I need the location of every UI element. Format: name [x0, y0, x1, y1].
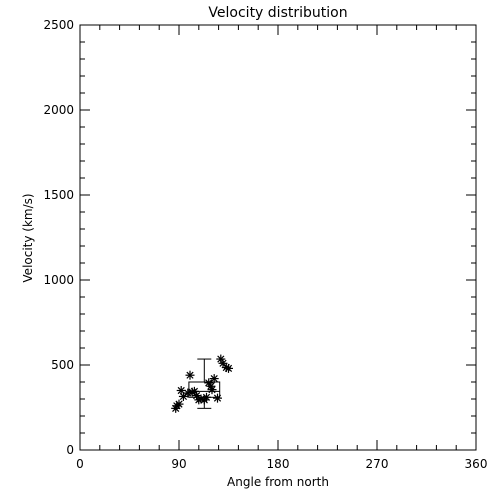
data-point-stroke: [208, 386, 216, 394]
data-point: [174, 399, 184, 409]
y-tick-label: 1000: [43, 273, 74, 287]
data-point-stroke: [177, 386, 185, 395]
y-tick-label: 2500: [43, 18, 74, 32]
y-tick-label: 0: [66, 443, 74, 457]
x-tick-label: 270: [366, 457, 389, 471]
data-point-stroke: [217, 355, 225, 363]
data-point-stroke: [205, 379, 213, 387]
data-point: [189, 386, 199, 396]
plot-frame: [79, 24, 477, 451]
data-point: [178, 391, 188, 401]
y-tick-label: 2000: [43, 103, 74, 117]
data-points: [171, 354, 233, 413]
y-tick-label: 1500: [43, 188, 74, 202]
data-point-stroke: [207, 382, 215, 390]
data-point-stroke: [202, 393, 211, 401]
x-tick-label: 0: [76, 457, 84, 471]
data-point: [202, 392, 211, 402]
data-point-stroke: [179, 392, 188, 401]
data-point: [185, 370, 195, 380]
data-point: [216, 354, 226, 364]
x-axis-label: Angle from north: [227, 475, 329, 489]
x-tick-label: 90: [171, 457, 186, 471]
data-point-stroke: [224, 364, 233, 373]
axis-ticks: 0 90 180 270 360 0 500 1000 1500 2000 2500: [43, 18, 487, 471]
data-point-stroke: [186, 371, 194, 379]
data-point: [207, 385, 217, 395]
y-tick-label: 500: [51, 358, 74, 372]
data-point-stroke: [210, 374, 218, 383]
x-tick-label: 180: [267, 457, 290, 471]
data-point-stroke: [219, 359, 227, 367]
data-point: [224, 363, 233, 373]
y-axis-label: Velocity (km/s): [21, 193, 35, 282]
data-point-stroke: [192, 391, 201, 400]
x-tick-label: 360: [465, 457, 488, 471]
data-point-stroke: [190, 387, 199, 395]
data-point-stroke: [213, 394, 222, 402]
data-point: [209, 374, 219, 384]
chart-title: Velocity distribution: [208, 5, 347, 21]
data-point-stroke: [175, 400, 183, 408]
data-point: [213, 393, 222, 403]
